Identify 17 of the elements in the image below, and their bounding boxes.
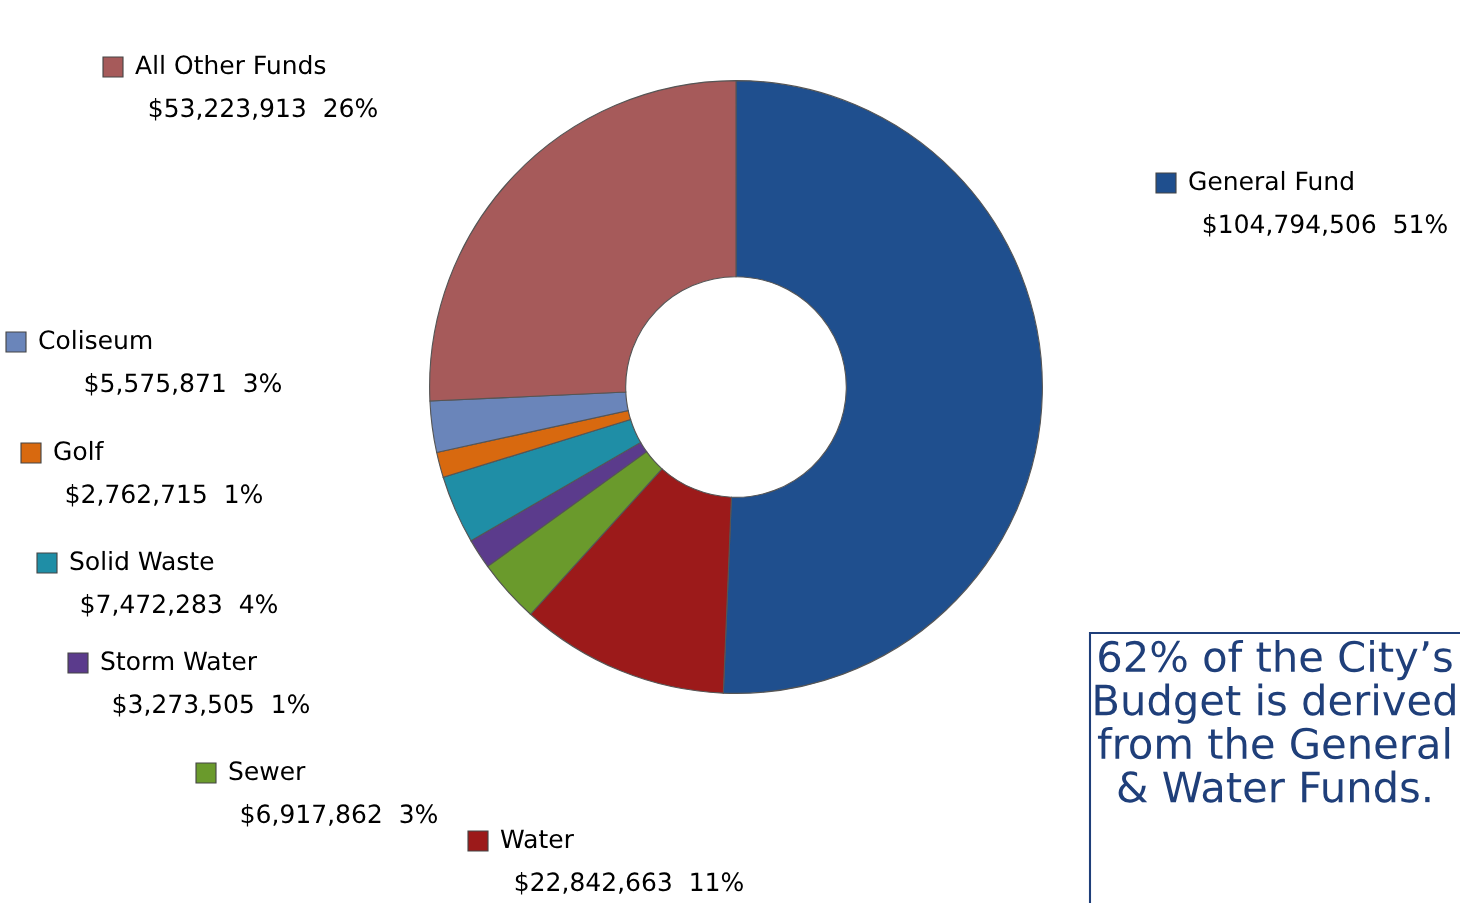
data-label: $22,842,663 11% [515,871,743,895]
text: 62% of the City’s Budget is derived from the General & Water Funds. [1095,640,1455,803]
data-label: $5,575,871 3% [85,372,281,396]
legend-label: Sewer [229,761,306,781]
data-label: $6,917,862 3% [241,803,437,827]
legend-label: Water [500,829,574,849]
data-label: $2,762,715 1% [66,483,262,507]
legend-label: Golf [54,440,104,461]
legend-label: Solid Waste [70,550,214,571]
data-label: $7,472,283 4% [81,593,277,617]
legend-label: Storm Water [101,651,258,671]
legend-label: All Other Funds [135,54,326,75]
data-label: $104,794,506 51% [1203,213,1447,237]
legend-label: Coliseum [39,329,152,350]
legend-label: General Fund [1189,170,1353,191]
data-label: $53,223,913 26% [149,97,377,121]
data-label: $3,273,505 1% [113,693,309,717]
